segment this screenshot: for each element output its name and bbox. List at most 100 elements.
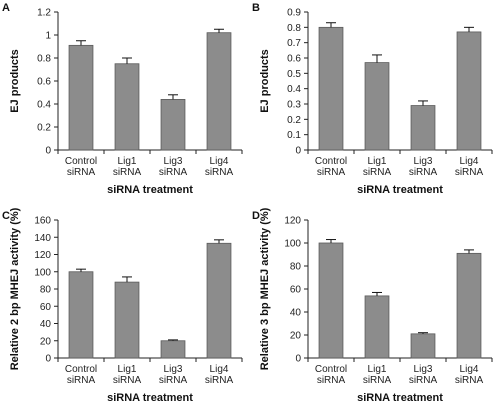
x-tick-label: siRNA — [455, 167, 484, 178]
y-tick-label: 0.6 — [287, 54, 301, 65]
y-tick-label: 0.2 — [287, 115, 301, 126]
bar — [410, 105, 436, 151]
y-tick-label: 0.4 — [37, 100, 51, 111]
x-tick-label: siRNA — [113, 167, 142, 178]
x-tick-label: siRNA — [205, 167, 234, 178]
x-tick-label: Lig3 — [164, 364, 183, 375]
chart-d: 020406080100120ControlsiRNALig1siRNALig3… — [259, 207, 493, 404]
x-tick-label: Lig3 — [414, 364, 433, 375]
y-tick-label: 0 — [45, 354, 51, 365]
bar — [206, 32, 232, 151]
x-tick-label: siRNA — [363, 167, 392, 178]
bar — [318, 242, 344, 359]
x-tick-label: Lig1 — [118, 156, 137, 167]
panel-c: C 0 20 40 60 80 100 120 140 160 Control siRNA Lig1 s… — [0, 207, 250, 416]
x-tick-label: siRNA — [67, 167, 96, 178]
x-tick-label: Lig4 — [460, 364, 479, 375]
x-tick-label: Lig3 — [414, 156, 433, 167]
y-tick-label: 80 — [290, 262, 302, 273]
bar — [456, 31, 482, 151]
x-tick-label: siRNA — [363, 375, 392, 386]
y-tick-label: 80 — [40, 285, 52, 296]
y-tick-label: 100 — [284, 239, 301, 250]
y-tick-label: 0.9 — [287, 8, 301, 19]
y-tick-label: 0 — [45, 146, 51, 157]
y-tick-label: 0.5 — [287, 69, 301, 80]
bar — [68, 271, 94, 359]
x-tick-label: siRNA — [317, 167, 346, 178]
x-tick-label: Control — [65, 156, 97, 167]
bar — [160, 340, 186, 359]
chart-a: 00.20.40.60.811.2ControlsiRNALig1siRNALi… — [9, 8, 243, 196]
x-tick-label: Lig1 — [368, 364, 387, 375]
y-tick-label: 120 — [284, 216, 301, 227]
y-tick-label: 1.2 — [37, 8, 51, 19]
panel-letter: D — [252, 210, 260, 222]
bar — [410, 333, 436, 359]
y-tick-label: 120 — [34, 250, 51, 261]
x-tick-label: Lig3 — [164, 156, 183, 167]
y-tick-label: 140 — [34, 233, 51, 244]
x-tick-label: siRNA — [67, 375, 96, 386]
y-tick-label: 40 — [40, 319, 52, 330]
x-tick-label: Lig4 — [210, 156, 229, 167]
panel-d: D 0 20 40 60 80 100 120 Control siRNA Lig1 siRNA Li… — [250, 207, 500, 416]
chart-b: 00.10.20.30.40.50.60.70.80.9ControlsiRNA… — [259, 8, 493, 196]
y-tick-label: 0.2 — [37, 123, 51, 134]
x-tick-label: siRNA — [409, 167, 438, 178]
x-tick-label: siRNA — [159, 375, 188, 386]
y-tick-label: 20 — [40, 336, 52, 347]
x-tick-label: siRNA — [113, 375, 142, 386]
panel-letter: B — [252, 2, 260, 14]
x-tick-label: siRNA — [455, 375, 484, 386]
y-axis-label: EJ products — [259, 49, 271, 113]
bar — [160, 99, 186, 151]
y-tick-label: 20 — [290, 331, 302, 342]
y-tick-label: 60 — [40, 302, 52, 313]
y-axis-label: EJ products — [9, 49, 21, 113]
panel-b: B 0 0.1 0.2 0.3 0.4 0.5 0.6 0.7 0.8 0.9 Control siR… — [250, 0, 500, 208]
x-tick-label: Lig1 — [368, 156, 387, 167]
y-axis-label: Relative 3 bp MHEJ activity (%) — [259, 207, 271, 370]
x-tick-label: siRNA — [205, 375, 234, 386]
x-tick-label: Control — [315, 364, 347, 375]
y-axis-label: Relative 2 bp MHEJ activity (%) — [9, 207, 21, 370]
y-tick-label: 40 — [290, 308, 302, 319]
panel-letter: C — [2, 210, 10, 222]
x-tick-label: siRNA — [409, 375, 438, 386]
y-tick-label: 160 — [34, 216, 51, 227]
bar — [364, 62, 390, 151]
y-tick-label: 1 — [45, 31, 51, 42]
y-tick-label: 100 — [34, 267, 51, 278]
panel-a: A 0 0.2 0.4 0.6 0.8 1 1.2 Control siRNA Lig1 siRNA… — [0, 0, 250, 208]
y-tick-label: 0 — [295, 354, 301, 365]
x-tick-label: Control — [315, 156, 347, 167]
panel-letter: A — [2, 2, 10, 14]
x-axis-label: siRNA treatment — [107, 392, 193, 404]
x-tick-label: Lig4 — [210, 364, 229, 375]
y-tick-label: 0.6 — [37, 77, 51, 88]
y-tick-label: 0.4 — [287, 84, 301, 95]
chart-c: 020406080100120140160ControlsiRNALig1siR… — [9, 207, 243, 404]
bar — [114, 281, 140, 359]
y-tick-label: 0.1 — [287, 130, 301, 141]
x-tick-label: siRNA — [317, 375, 346, 386]
y-tick-label: 0 — [295, 146, 301, 157]
x-axis-label: siRNA treatment — [357, 392, 443, 404]
y-tick-label: 0.8 — [287, 23, 301, 34]
x-tick-label: siRNA — [159, 167, 188, 178]
bar — [68, 44, 94, 151]
bar — [456, 252, 482, 359]
y-tick-label: 0.8 — [37, 54, 51, 65]
bar — [318, 26, 344, 151]
y-tick-label: 0.7 — [287, 38, 301, 49]
x-tick-label: Control — [65, 364, 97, 375]
bar — [364, 295, 390, 359]
x-tick-label: Lig4 — [460, 156, 479, 167]
x-tick-label: Lig1 — [118, 364, 137, 375]
x-axis-label: siRNA treatment — [107, 184, 193, 196]
y-tick-label: 0.3 — [287, 100, 301, 111]
y-tick-label: 60 — [290, 285, 302, 296]
bar — [114, 63, 140, 151]
x-axis-label: siRNA treatment — [357, 184, 443, 196]
